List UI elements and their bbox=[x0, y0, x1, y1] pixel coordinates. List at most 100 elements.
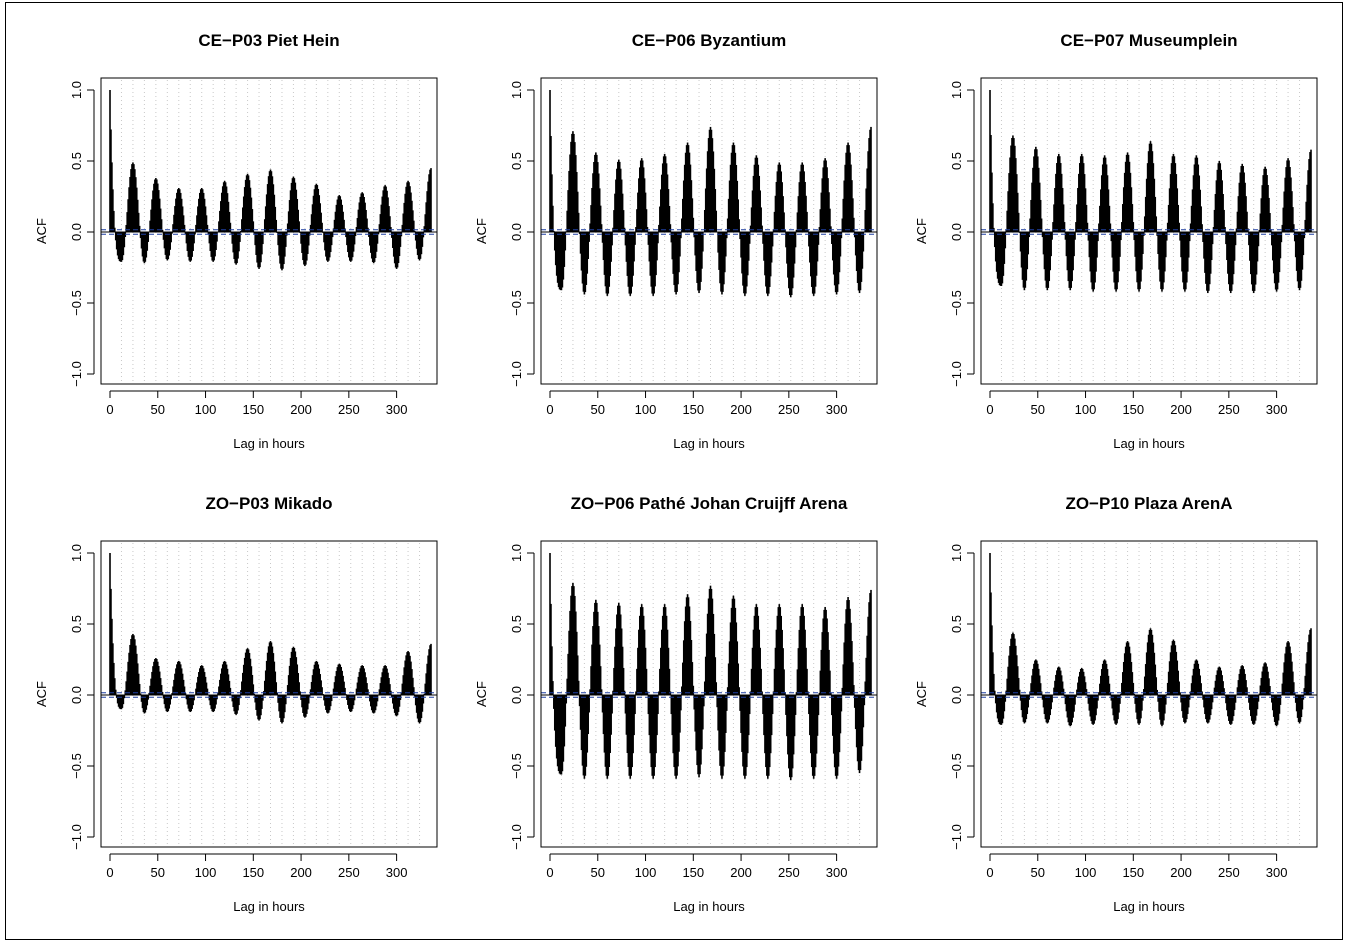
acf-bar bbox=[1048, 695, 1051, 720]
acf-bar bbox=[771, 232, 774, 247]
acf-bar bbox=[1074, 232, 1076, 240]
acf-bar bbox=[744, 232, 746, 296]
acf-bar bbox=[415, 695, 418, 713]
acf-bar bbox=[418, 695, 421, 724]
acf-bar bbox=[1056, 163, 1058, 232]
acf-bar bbox=[1300, 695, 1303, 718]
acf-bar bbox=[1130, 187, 1133, 232]
acf-bar bbox=[363, 668, 365, 695]
acf-bar bbox=[272, 653, 275, 695]
acf-bar bbox=[388, 677, 390, 695]
acf-bar bbox=[145, 695, 148, 710]
acf-bar bbox=[831, 695, 833, 716]
acf-bar bbox=[579, 232, 582, 254]
acf-bar bbox=[1026, 695, 1029, 715]
acf-bar bbox=[676, 232, 678, 292]
acf-bar bbox=[585, 232, 588, 285]
acf-bar bbox=[258, 695, 260, 721]
acf-bar bbox=[1091, 232, 1094, 290]
y-tick-label: 1.0 bbox=[949, 81, 964, 99]
acf-bar bbox=[337, 196, 340, 232]
acf-bar bbox=[735, 164, 738, 232]
acf-bar bbox=[679, 695, 681, 733]
acf-bar bbox=[225, 186, 228, 232]
acf-bar bbox=[135, 653, 138, 695]
acf-bar bbox=[263, 680, 266, 695]
acf-bar bbox=[1027, 695, 1030, 708]
acf-bar bbox=[782, 196, 784, 232]
acf-bar bbox=[1014, 158, 1017, 232]
acf-bar bbox=[364, 202, 366, 232]
acf-bar bbox=[729, 164, 732, 232]
acf-bar bbox=[1265, 663, 1267, 695]
acf-bar bbox=[177, 660, 180, 695]
acf-bar bbox=[850, 164, 852, 232]
acf-bar bbox=[868, 602, 870, 695]
acf-bar bbox=[1183, 695, 1185, 722]
acf-bar bbox=[123, 232, 126, 248]
acf-bar bbox=[809, 695, 811, 736]
acf-bar bbox=[310, 214, 313, 232]
acf-bar bbox=[375, 232, 378, 252]
acf-bar bbox=[692, 685, 695, 695]
acf-bar bbox=[553, 695, 555, 709]
acf-bar bbox=[1186, 232, 1189, 272]
acf-bar bbox=[1136, 695, 1138, 720]
acf-bar bbox=[1109, 692, 1112, 695]
acf-bar bbox=[726, 218, 729, 232]
acf-bar bbox=[1025, 695, 1028, 720]
acf-bar bbox=[1042, 232, 1045, 255]
acf-bar bbox=[217, 693, 219, 695]
acf-bar bbox=[1059, 670, 1062, 695]
acf-bar bbox=[995, 695, 998, 713]
acf-bar bbox=[551, 646, 553, 695]
acf-bar bbox=[799, 615, 802, 695]
acf-bar bbox=[681, 686, 683, 695]
acf-bar bbox=[184, 693, 187, 695]
acf-bar bbox=[842, 664, 845, 695]
acf-bar bbox=[1157, 232, 1159, 255]
acf-bar bbox=[1011, 634, 1013, 695]
acf-bar bbox=[693, 695, 696, 710]
acf-bar bbox=[1246, 687, 1248, 695]
acf-bar bbox=[838, 232, 841, 273]
acf-bar bbox=[261, 695, 263, 709]
acf-bar bbox=[617, 602, 620, 695]
acf-bar bbox=[754, 607, 757, 695]
acf-bar bbox=[798, 182, 801, 232]
acf-bar bbox=[172, 686, 174, 695]
acf-bar bbox=[674, 232, 676, 293]
acf-bar bbox=[587, 232, 590, 259]
acf-bar bbox=[765, 695, 767, 768]
acf-bar bbox=[1047, 232, 1050, 288]
acf-bar bbox=[183, 686, 186, 695]
plot-frame bbox=[980, 540, 1318, 848]
acf-bar bbox=[581, 695, 584, 766]
acf-bar bbox=[566, 210, 568, 232]
acf-bar bbox=[642, 615, 645, 695]
acf-bar bbox=[1244, 182, 1246, 232]
acf-bar bbox=[226, 668, 229, 695]
acf-bar bbox=[817, 232, 820, 245]
acf-bar bbox=[1175, 174, 1178, 232]
acf-bar bbox=[192, 232, 194, 252]
acf-bar bbox=[190, 695, 193, 712]
acf-bar bbox=[366, 683, 368, 695]
acf-bar bbox=[145, 232, 148, 258]
acf-bar bbox=[394, 232, 397, 268]
acf-bar bbox=[311, 204, 314, 232]
acf-bar bbox=[742, 232, 744, 286]
acf-bar bbox=[228, 680, 231, 695]
acf-bar bbox=[746, 232, 748, 287]
acf-bar bbox=[996, 232, 999, 279]
acf-bar bbox=[635, 227, 637, 232]
acf-bar bbox=[409, 186, 411, 232]
acf-bar bbox=[742, 695, 744, 767]
acf-bar bbox=[1064, 232, 1067, 240]
acf-bar bbox=[594, 154, 596, 232]
acf-bar bbox=[1269, 212, 1271, 232]
acf-bar bbox=[379, 683, 382, 695]
acf-bar bbox=[599, 666, 602, 695]
acf-bar bbox=[358, 672, 361, 695]
acf-bar bbox=[767, 232, 769, 296]
